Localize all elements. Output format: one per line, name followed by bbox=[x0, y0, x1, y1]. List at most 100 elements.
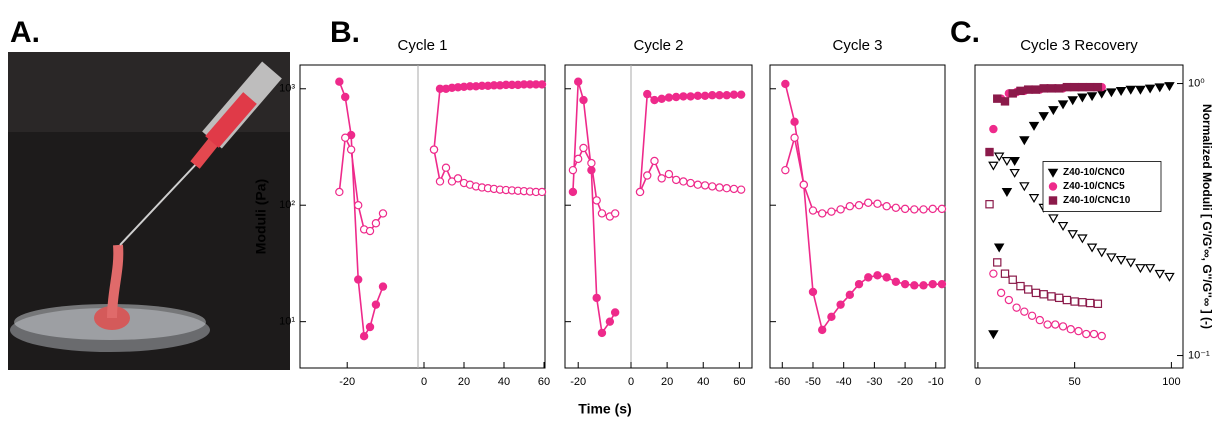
marker bbox=[686, 92, 695, 101]
marker bbox=[808, 287, 818, 297]
marker bbox=[592, 196, 601, 205]
legend-label: Z40-10/CNC10 bbox=[1063, 195, 1131, 206]
marker bbox=[1000, 269, 1010, 278]
marker bbox=[365, 322, 375, 332]
marker bbox=[643, 89, 652, 99]
marker bbox=[650, 95, 659, 105]
marker bbox=[1125, 258, 1137, 268]
marker bbox=[354, 201, 363, 210]
x-tick-label: -50 bbox=[805, 376, 821, 388]
series-line bbox=[338, 134, 384, 232]
marker bbox=[635, 187, 645, 197]
marker bbox=[1048, 196, 1058, 205]
marker bbox=[854, 279, 864, 289]
marker bbox=[1154, 269, 1166, 279]
marker bbox=[989, 124, 998, 134]
marker bbox=[790, 133, 799, 142]
marker bbox=[845, 290, 855, 300]
marker bbox=[537, 187, 547, 197]
y-tick-label: 10³ bbox=[279, 83, 295, 95]
marker bbox=[1057, 221, 1069, 231]
marker bbox=[579, 143, 588, 153]
marker bbox=[1038, 112, 1049, 122]
marker bbox=[587, 158, 596, 168]
x-tick-label: 0 bbox=[421, 376, 427, 388]
marker bbox=[736, 90, 746, 99]
marker bbox=[610, 209, 620, 218]
marker bbox=[808, 206, 818, 215]
marker bbox=[610, 308, 620, 317]
marker bbox=[1051, 320, 1060, 329]
marker bbox=[1085, 82, 1095, 92]
x-tick-label: 20 bbox=[458, 376, 470, 388]
plot-frame bbox=[564, 64, 753, 369]
marker bbox=[1000, 97, 1010, 106]
marker bbox=[864, 198, 873, 207]
marker bbox=[643, 171, 652, 180]
marker bbox=[988, 330, 999, 340]
marker bbox=[1062, 295, 1072, 305]
marker bbox=[579, 95, 588, 105]
marker bbox=[854, 201, 864, 210]
marker bbox=[1012, 303, 1021, 312]
marker bbox=[1016, 86, 1025, 96]
marker bbox=[1039, 290, 1048, 299]
marker bbox=[836, 205, 845, 214]
chart-title: Cycle 3 Recovery bbox=[1020, 37, 1138, 54]
marker bbox=[937, 279, 947, 289]
marker bbox=[1039, 84, 1048, 93]
marker bbox=[781, 79, 790, 89]
marker bbox=[378, 209, 388, 218]
marker bbox=[346, 145, 356, 154]
marker bbox=[1047, 292, 1056, 301]
y-tick-label: 10¹ bbox=[279, 316, 295, 328]
marker bbox=[1028, 194, 1040, 204]
marker bbox=[371, 219, 381, 228]
x-tick-label: -40 bbox=[836, 376, 852, 388]
marker bbox=[1074, 326, 1083, 336]
x-tick-label: 0 bbox=[628, 376, 634, 388]
x-tick-label: 20 bbox=[661, 376, 673, 388]
marker bbox=[1096, 248, 1107, 258]
marker bbox=[1077, 93, 1088, 103]
marker bbox=[657, 94, 666, 104]
panel-label: C. bbox=[950, 16, 980, 49]
marker bbox=[1106, 88, 1117, 98]
series-line bbox=[784, 83, 942, 332]
marker bbox=[1077, 234, 1088, 244]
y-axis-label: Normalized Moduli [ G'/G'∞, G''/G''∞ ] (… bbox=[1200, 104, 1214, 329]
marker bbox=[1058, 322, 1068, 331]
marker bbox=[708, 182, 717, 191]
marker bbox=[1106, 253, 1117, 263]
marker bbox=[1144, 264, 1156, 274]
panel-label: B. bbox=[330, 16, 360, 49]
marker bbox=[790, 117, 799, 127]
x-tick-label: -20 bbox=[897, 376, 913, 388]
marker bbox=[671, 92, 681, 102]
marker bbox=[715, 91, 724, 100]
marker bbox=[891, 203, 901, 213]
marker bbox=[1016, 281, 1025, 291]
marker bbox=[1027, 311, 1037, 321]
marker bbox=[1125, 85, 1137, 95]
marker bbox=[1020, 307, 1029, 316]
marker bbox=[729, 90, 739, 99]
marker bbox=[919, 281, 928, 290]
marker bbox=[1093, 299, 1103, 308]
x-tick-label: 60 bbox=[733, 376, 745, 388]
x-tick-label: 40 bbox=[498, 376, 510, 388]
marker bbox=[1031, 288, 1041, 298]
marker bbox=[1089, 329, 1099, 339]
marker bbox=[928, 204, 937, 214]
photo bbox=[8, 52, 290, 370]
marker bbox=[574, 154, 583, 164]
y-tick-label: 10⁰ bbox=[1188, 77, 1205, 89]
marker bbox=[928, 279, 937, 289]
marker bbox=[686, 178, 695, 188]
legend-box bbox=[1042, 161, 1162, 212]
marker bbox=[354, 275, 363, 284]
legend-label: Z40-10/CNC5 bbox=[1063, 181, 1125, 192]
marker bbox=[1057, 100, 1069, 110]
